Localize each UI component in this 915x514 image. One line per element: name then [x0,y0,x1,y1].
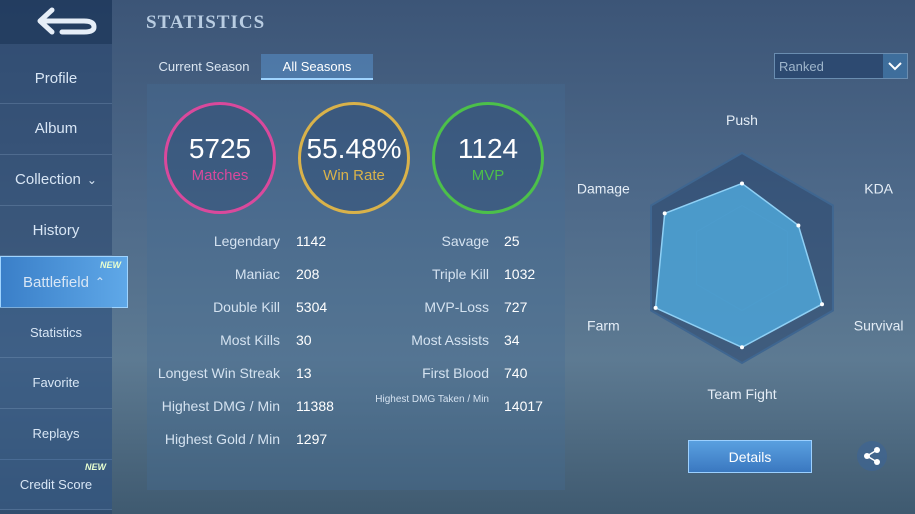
sidebar-item[interactable]: Battlefield ⌃ NEW [0,256,128,309]
chevron: ⌃ [94,275,105,290]
stat-value: 1032 [504,266,536,282]
summary-label: Win Rate [323,167,385,184]
stat-value: 25 [504,233,520,249]
radar-point [653,305,658,310]
summary-circle: 55.48% Win Rate [298,102,410,214]
sidebar-item[interactable]: Collection ⌄ [0,155,112,206]
sidebar-label: Collection [15,171,81,189]
sidebar: Profile Album Collection ⌄ History Battlefiel… [0,0,128,514]
stat-label: Highest DMG Taken / Min [375,394,489,405]
sidebar-label: Credit Score [19,476,93,492]
summary-circle: 5725 Matches [164,102,276,214]
stat-value: 30 [296,332,312,348]
radar-point [796,223,801,228]
summary-value: 55.48% [306,133,402,164]
radar-label: Survival [854,318,904,334]
stat-value: 34 [504,332,520,348]
stat-label: Double Kill [213,299,280,315]
stat-label: Maniac [234,266,280,282]
sidebar-label: Statistics [29,324,82,340]
sidebar-label: History [32,221,80,239]
summary-circle: 1124 MVP [432,102,544,214]
radar-chart: Push KDA Survival Team Fight Farm Damage [577,112,904,402]
radar-label: KDA [864,181,893,197]
sidebar-item[interactable]: Profile [0,53,112,104]
new-badge: NEW [100,260,121,271]
radar-point [740,345,744,350]
sidebar-item[interactable]: Credit Score NEW [0,459,112,511]
sidebar-item[interactable]: Favorite [0,357,112,409]
stat-label: MVP-Loss [424,299,489,315]
radar-label: Farm [587,318,620,334]
summary-label: MVP [471,167,505,184]
stat-label: Most Kills [220,332,280,348]
stat-label: Savage [441,233,489,249]
sidebar-label: Profile [34,69,78,87]
details-button[interactable]: Details [688,440,812,473]
stat-label: Most Assists [411,332,489,348]
sidebar-item[interactable]: Statistics [0,307,112,358]
tab[interactable]: Current Season [158,58,250,74]
summary-value: 5725 [188,133,252,164]
radar-label: Team Fight [707,386,776,402]
stat-label: Highest DMG / Min [161,398,280,414]
page-title: STATISTICS [146,12,266,33]
summary-value: 1124 [457,133,519,164]
summary-label: Matches [191,167,249,184]
stat-value: 740 [504,365,528,381]
tab-active[interactable]: All Seasons [261,54,373,80]
stat-label: Highest Gold / Min [164,431,280,447]
stat-value: 11388 [296,398,334,414]
stat-value: 13 [296,365,312,381]
stat-value: 5304 [296,299,328,315]
share-button[interactable] [856,440,888,472]
dropdown-arrow [883,54,907,78]
radar-label: Damage [577,181,630,197]
radar-point [820,302,825,307]
stat-label: Triple Kill [431,266,489,282]
sidebar-label: Replays [32,426,80,442]
sidebar-label: Album [34,120,78,138]
sidebar-item[interactable]: Album [0,104,112,155]
sidebar-label: Favorite [32,375,80,391]
radar-label: Push [726,112,758,128]
new-badge: NEW [85,462,106,473]
filter-value: Ranked [779,59,824,74]
chevron: ⌄ [86,172,97,187]
sidebar-label: Battlefield [23,273,89,291]
stat-value: 727 [504,299,528,315]
stat-value: 208 [296,266,320,282]
back-button[interactable] [0,0,112,44]
radar-point [662,211,667,216]
stat-label: First Blood [422,365,489,381]
sidebar-item[interactable]: History [0,205,112,257]
sidebar-item[interactable]: Replays [0,408,112,460]
stat-label: Legendary [213,233,280,249]
filter-dropdown[interactable]: Ranked [774,53,908,79]
stat-label: Longest Win Streak [157,365,280,381]
stat-value: 1297 [296,431,328,447]
stat-value: 1142 [296,233,327,249]
radar-point [740,181,744,186]
stat-value: 14017 [504,398,543,414]
